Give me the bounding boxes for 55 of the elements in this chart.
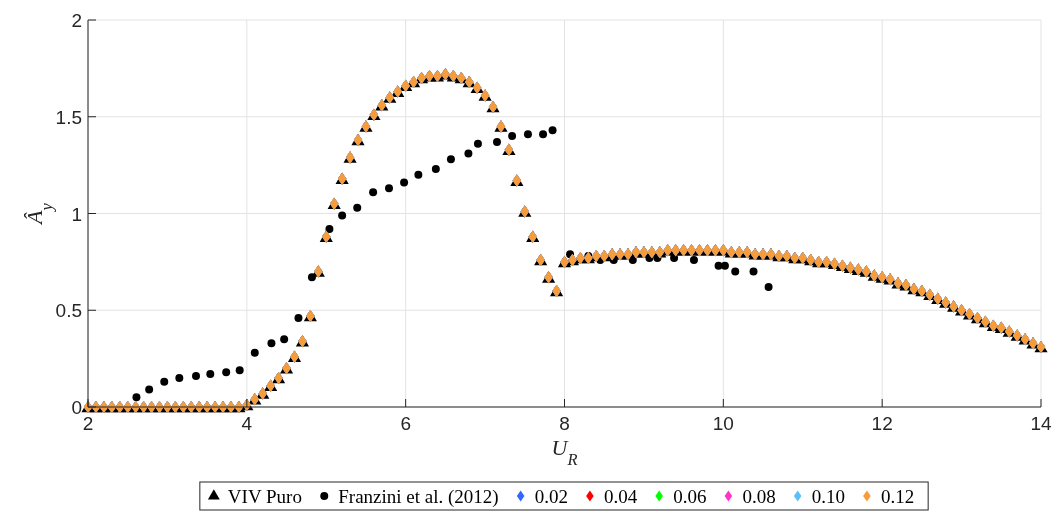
point bbox=[338, 211, 347, 220]
legend-label: 0.04 bbox=[603, 485, 638, 507]
point bbox=[307, 273, 316, 282]
point bbox=[267, 339, 276, 348]
point bbox=[720, 261, 729, 270]
point bbox=[132, 393, 141, 402]
point bbox=[325, 225, 334, 233]
y-tick-label: 2 bbox=[71, 10, 82, 31]
point bbox=[548, 126, 557, 135]
legend-label: 0.08 bbox=[742, 485, 776, 507]
point bbox=[464, 149, 473, 158]
point bbox=[222, 368, 231, 377]
point bbox=[414, 170, 423, 179]
point bbox=[473, 139, 482, 148]
legend-label: VIV Puro bbox=[227, 485, 302, 507]
legend-label: 0.06 bbox=[673, 485, 707, 507]
point bbox=[493, 137, 501, 146]
point bbox=[294, 314, 303, 322]
x-tick-label: 10 bbox=[712, 413, 734, 434]
point bbox=[206, 370, 215, 379]
point bbox=[523, 130, 532, 139]
point bbox=[400, 178, 409, 187]
point bbox=[175, 373, 184, 382]
point bbox=[764, 283, 773, 292]
y-tick-label: 0.5 bbox=[55, 300, 82, 322]
point bbox=[145, 385, 154, 394]
y-tick-label: 1 bbox=[71, 203, 82, 225]
point bbox=[235, 366, 244, 375]
y-tick-label: 1.5 bbox=[55, 106, 82, 128]
point bbox=[353, 203, 362, 212]
x-tick-label: 4 bbox=[241, 413, 253, 434]
legend-label: 0.02 bbox=[534, 485, 568, 507]
point bbox=[192, 372, 200, 381]
point bbox=[749, 267, 758, 276]
point bbox=[446, 155, 455, 164]
point bbox=[369, 188, 378, 197]
point bbox=[280, 335, 289, 344]
point bbox=[385, 184, 393, 193]
x-tick-label: 14 bbox=[1030, 413, 1052, 434]
point bbox=[670, 254, 679, 262]
point bbox=[250, 348, 259, 357]
legend-label: Franzini et al. (2012) bbox=[338, 485, 499, 508]
x-tick-label: 8 bbox=[559, 413, 570, 434]
point bbox=[731, 267, 740, 276]
legend-label: 0.12 bbox=[880, 485, 915, 507]
x-tick-label: 12 bbox=[871, 413, 893, 434]
legend-label: 0.10 bbox=[811, 485, 845, 507]
point bbox=[689, 255, 698, 264]
point bbox=[508, 132, 517, 141]
x-tick-label: 6 bbox=[400, 413, 411, 434]
point bbox=[431, 165, 440, 173]
point bbox=[539, 130, 548, 139]
y-tick-label: 0 bbox=[71, 397, 82, 418]
x-axis-title: U$_{R}$ bbox=[551, 435, 578, 469]
point bbox=[160, 377, 169, 386]
